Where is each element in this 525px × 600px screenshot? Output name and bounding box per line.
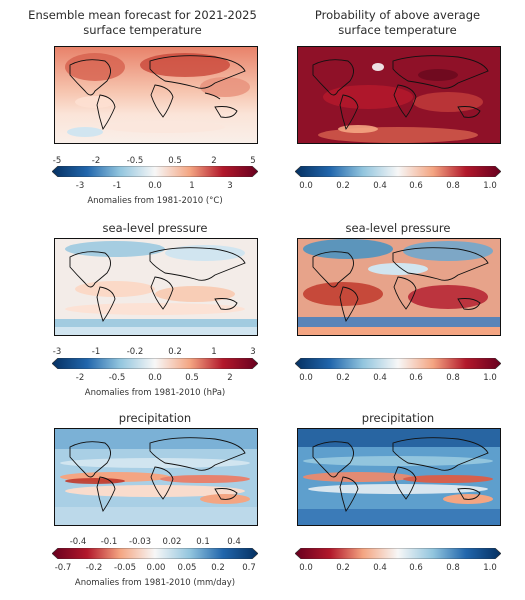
tick: 0.0 [299,181,313,191]
temp-colorbar-bottom-ticks: -3 -1 0.0 1 3 [76,181,233,192]
precip-colorbar-label: Anomalies from 1981-2010 (mm/day) [74,578,236,588]
tick: -0.2 [126,347,144,357]
tick: 1 [211,347,217,357]
precip-anomaly-title: precipitation [118,411,192,425]
tick: 0.0 [299,563,313,573]
tick: -0.7 [54,563,72,573]
tick: 0.0 [299,373,313,383]
tick: 1.0 [483,181,497,191]
slp-probability-title: sea-level pressure [345,221,451,235]
precip-colorbar-top-ticks: -0.4 -0.1 -0.03 0.02 0.1 0.4 [70,537,241,548]
right-column-title: Probability of above average surface tem… [275,8,520,38]
slp-colorbar-top-ticks: -3 -1 -0.2 0.2 1 3 [53,347,256,358]
precip-probability-title: precipitation [361,411,435,425]
temp-probability-colorbar [295,166,501,177]
tick: -2 [91,156,101,166]
tick: -0.05 [114,563,136,573]
tick: -0.5 [126,156,144,166]
precip-probability-colorbar [295,548,501,559]
slp-anomaly-title: sea-level pressure [102,221,208,235]
tick: -2 [75,373,85,383]
right-column-title-line2: surface temperature [338,23,457,37]
tick: 0.5 [185,373,199,383]
tick: -3 [52,347,62,357]
tick: -5 [52,156,62,166]
temp-anomaly-colorbar [52,166,258,177]
tick: -1 [91,347,101,357]
tick: 0.6 [409,563,423,573]
precip-anomaly-colorbar [52,548,258,559]
tick: 3 [250,347,256,357]
tick: 0.5 [168,156,182,166]
right-column-title-line1: Probability of above average [314,8,481,22]
temp-probability-ticks: 0.0 0.2 0.4 0.6 0.8 1.0 [299,181,497,192]
tick: 0.6 [409,181,423,191]
left-column-title: Ensemble mean forecast for 2021-2025 sur… [10,8,275,38]
slp-probability-ticks: 0.0 0.2 0.4 0.6 0.8 1.0 [299,373,497,384]
temp-colorbar-label: Anomalies from 1981-2010 (°C) [87,196,223,206]
precip-colorbar-bottom-ticks: -0.7 -0.2 -0.05 0.00 0.05 0.2 0.7 [55,563,256,574]
tick: 0.8 [446,373,460,383]
precip-probability-ticks: 0.0 0.2 0.4 0.6 0.8 1.0 [299,563,497,574]
tick: 0.4 [227,537,241,547]
tick: 0.2 [336,563,350,573]
temp-colorbar-top-ticks: -5 -2 -0.5 0.5 2 5 [53,156,256,167]
tick: 0.4 [373,373,387,383]
tick: 0.8 [446,181,460,191]
left-column-title-line1: Ensemble mean forecast for 2021-2025 [28,8,257,22]
tick: 0.2 [211,563,225,573]
tick: 0.0 [148,181,162,191]
tick: 0.1 [196,537,210,547]
slp-anomaly-colorbar [52,358,258,369]
tick: -1 [112,181,122,191]
tick: 0.6 [409,373,423,383]
map-precip-probability [297,428,501,526]
tick: 1 [189,181,195,191]
tick: 0.8 [446,563,460,573]
tick: 1.0 [483,373,497,383]
tick: -0.03 [129,537,151,547]
map-temperature-probability [297,46,501,144]
left-column-title-line2: surface temperature [83,23,202,37]
tick: 2 [227,373,233,383]
tick: -0.5 [108,373,126,383]
tick: 0.7 [242,563,256,573]
tick: -0.4 [69,537,87,547]
map-precip-anomaly [54,428,258,526]
slp-probability-colorbar [295,358,501,369]
tick: 0.4 [373,563,387,573]
tick: 0.00 [146,563,166,573]
tick: 0.05 [177,563,197,573]
map-slp-anomaly [54,238,258,336]
tick: -3 [75,181,85,191]
tick: 0.02 [162,537,182,547]
tick: 0.2 [336,181,350,191]
tick: -0.1 [100,537,118,547]
tick: 2 [211,156,217,166]
tick: 1.0 [483,563,497,573]
tick: 0.4 [373,181,387,191]
tick: 5 [250,156,256,166]
tick: 0.2 [336,373,350,383]
tick: 0.0 [148,373,162,383]
map-temperature-anomaly [54,46,258,144]
tick: 3 [227,181,233,191]
tick: 0.2 [168,347,182,357]
map-slp-probability [297,238,501,336]
slp-colorbar-label: Anomalies from 1981-2010 (hPa) [84,388,226,398]
slp-colorbar-bottom-ticks: -2 -0.5 0.0 0.5 2 [76,373,233,384]
tick: -0.2 [85,563,103,573]
